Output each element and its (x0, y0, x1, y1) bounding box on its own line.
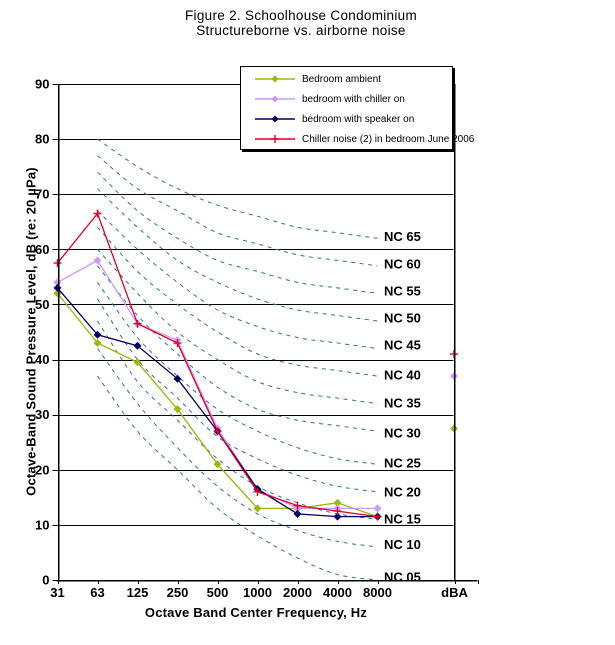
marker-diamond (53, 283, 62, 292)
legend-label: bedroom with chiller on (302, 93, 405, 105)
x-tick-label: 4000 (323, 585, 352, 600)
marker-plus (133, 319, 142, 328)
marker-plus (253, 487, 262, 496)
x-tick-label: 1000 (243, 585, 272, 600)
series-line (56, 292, 378, 518)
y-tick-label: 60 (35, 242, 49, 257)
y-tick-label: 80 (35, 132, 49, 147)
y-axis-title: Octave-Band Sound Pressure Level, dB (re… (23, 167, 39, 496)
nc-label-nc-65: NC 65 (384, 229, 421, 244)
marker-diamond (173, 405, 182, 414)
marker-diamond (53, 289, 62, 298)
y-tick-label: 90 (35, 77, 49, 92)
marker-plus (213, 427, 222, 436)
legend-label: Bedroom ambient (302, 73, 381, 85)
marker-diamond (173, 374, 182, 383)
marker-diamond (293, 509, 302, 518)
nc-label-nc-25: NC 25 (384, 456, 421, 471)
nc-label-nc-30: NC 30 (384, 425, 421, 440)
marker-diamond (333, 512, 342, 521)
nc-label-nc-05: NC 05 (384, 570, 421, 585)
legend-item-bedroom-with-chiller-on: bedroom with chiller on (241, 89, 452, 109)
nc-curve-nc-60 (97, 155, 378, 267)
y-tick-label: 50 (35, 297, 49, 312)
marker-diamond (213, 460, 222, 469)
y-tick-label: 70 (35, 187, 49, 202)
marker-diamond (133, 358, 142, 367)
x-tick-label: 500 (207, 585, 229, 600)
x-tick-label: 2000 (283, 585, 312, 600)
nc-curve-nc-40 (97, 226, 378, 377)
x-tick-label: 63 (90, 585, 104, 600)
y-tick-label: 20 (35, 462, 49, 477)
y-tick-label: 10 (35, 517, 49, 532)
x-axis-title: Octave Band Center Frequency, Hz (144, 605, 368, 620)
axes (56, 84, 478, 582)
nc-curve-nc-15 (97, 320, 378, 520)
nc-label-nc-20: NC 20 (384, 484, 421, 499)
y-tick-label: 30 (35, 407, 49, 422)
marker-diamond (133, 341, 142, 350)
marker-diamond (53, 278, 62, 287)
nc-curve-nc-45 (97, 210, 378, 349)
y-tick-label: 0 (42, 573, 49, 588)
nc-label-nc-55: NC 55 (384, 284, 421, 299)
nc-curve-nc-30 (97, 265, 378, 432)
marker-diamond (93, 339, 102, 348)
chart-title: Figure 2. Schoolhouse Condominium Struct… (0, 8, 602, 38)
marker-diamond (93, 256, 102, 265)
nc-curves: NC 65 NC 60 NC 55 NC 50 NC 45 NC 40 NC 35 NC 30… (97, 138, 421, 585)
nc-label-nc-40: NC 40 (384, 367, 421, 382)
nc-curve-nc-25 (97, 282, 378, 465)
series-chiller-noise-2-in-bedroom-june-2006 (53, 209, 458, 521)
marker-diamond (333, 498, 342, 507)
x-tick-label: 31 (50, 585, 64, 600)
chart-title-line1: Figure 2. Schoolhouse Condominium (184, 8, 418, 23)
marker-diamond (373, 504, 382, 513)
nc-label-nc-15: NC 15 (384, 511, 421, 526)
legend-item-bedroom-with-speaker-on: bedroom with speaker on (241, 109, 452, 129)
marker-diamond (253, 504, 262, 513)
marker-plus (373, 512, 382, 521)
chart-legend: Bedroom ambient bedroom with chiller on … (240, 66, 474, 150)
nc-curve-nc-10 (97, 348, 378, 548)
nc-label-nc-10: NC 10 (384, 537, 421, 552)
nc-curve-nc-50 (97, 188, 378, 322)
series-line (57, 259, 378, 510)
legend-swatch-0 (255, 75, 295, 83)
series-line (57, 287, 378, 518)
marker-plus (333, 507, 342, 516)
marker-diamond (93, 330, 102, 339)
x-tick-label: 125 (127, 585, 149, 600)
nc-label-nc-35: NC 35 (384, 396, 421, 411)
marker-plus (53, 259, 62, 268)
nc-curve-nc-05 (97, 375, 378, 581)
legend-item-bedroom-ambient: Bedroom ambient (241, 69, 452, 89)
x-tick-label: 250 (167, 585, 189, 600)
legend-swatch-2 (255, 115, 295, 123)
x-tick-label: 8000 (363, 585, 392, 600)
nc-curve-nc-20 (97, 298, 378, 493)
marker-plus (93, 209, 102, 218)
nc-curve-nc-55 (97, 171, 378, 294)
x-tick-label: dBA (441, 585, 468, 600)
marker-plus (173, 339, 182, 348)
legend-label: Chiller noise (2) in bedroom June 2006 (302, 133, 475, 145)
chart-title-line2: Structureborne vs. airborne noise (196, 23, 406, 38)
nc-label-nc-60: NC 60 (384, 257, 421, 272)
marker-plus (293, 501, 302, 510)
nc-label-nc-45: NC 45 (384, 338, 421, 353)
legend-item-chiller-noise: Chiller noise (2) in bedroom June 2006 (241, 129, 474, 149)
y-tick-label: 40 (35, 352, 49, 367)
axis-ticks: 0 10 20 30 40 50 60 70 80 90 31 63 125 250 500 1000 2000… (35, 77, 479, 600)
nc-curve-nc-35 (97, 248, 378, 405)
legend-label: bedroom with speaker on (302, 113, 415, 125)
nc-label-nc-50: NC 50 (384, 311, 421, 326)
legend-swatch-1 (255, 95, 295, 103)
legend-swatch-3 (255, 135, 295, 143)
nc-curve-nc-65 (97, 138, 378, 239)
